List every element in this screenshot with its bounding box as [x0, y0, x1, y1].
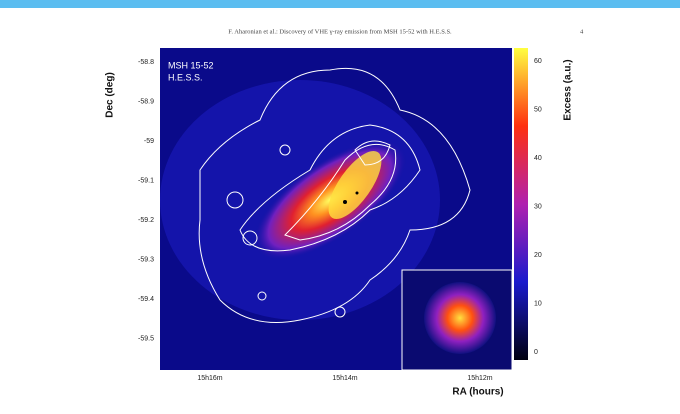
- y-tick-label: -59.5: [138, 335, 154, 342]
- running-title: F. Aharonian et al.: Discovery of VHE γ-…: [228, 28, 452, 35]
- page: F. Aharonian et al.: Discovery of VHE γ-…: [0, 0, 680, 409]
- colorbar-tick-label: 30: [534, 203, 542, 210]
- colorbar-tick-label: 20: [534, 252, 542, 259]
- colorbar-tick-label: 0: [534, 349, 538, 356]
- colorbar-tick-label: 60: [534, 58, 542, 65]
- y-tick-label: -59.2: [138, 217, 154, 224]
- y-tick-label: -59.3: [138, 256, 154, 263]
- source-marker: [343, 200, 347, 204]
- top-bar: [0, 0, 680, 8]
- colorbar-tick-label: 10: [534, 300, 542, 307]
- y-tick-label: -59: [144, 138, 154, 145]
- x-axis-title: RA (hours): [452, 387, 503, 398]
- page-canvas: F. Aharonian et al.: Discovery of VHE γ-…: [0, 0, 680, 409]
- y-tick-label: -59.4: [138, 296, 154, 303]
- instrument-label: H.E.S.S.: [168, 72, 203, 82]
- x-tick-label: 15h16m: [197, 375, 222, 382]
- colorbar-tick-label: 50: [534, 106, 542, 113]
- page-number: 4: [580, 28, 584, 35]
- y-tick-label: -58.8: [138, 59, 154, 66]
- y-tick-label: -58.9: [138, 98, 154, 105]
- colorbar-tick-label: 40: [534, 155, 542, 162]
- source-marker: [356, 192, 359, 195]
- x-tick-label: 15h12m: [467, 375, 492, 382]
- y-axis-title: Dec (deg): [105, 72, 116, 118]
- colorbar: [514, 48, 528, 360]
- y-tick-label: -59.1: [138, 177, 154, 184]
- x-tick-label: 15h14m: [332, 375, 357, 382]
- object-label: MSH 15-52: [168, 60, 214, 70]
- colorbar-title: Excess (a.u.): [563, 59, 574, 120]
- psf: [424, 282, 496, 354]
